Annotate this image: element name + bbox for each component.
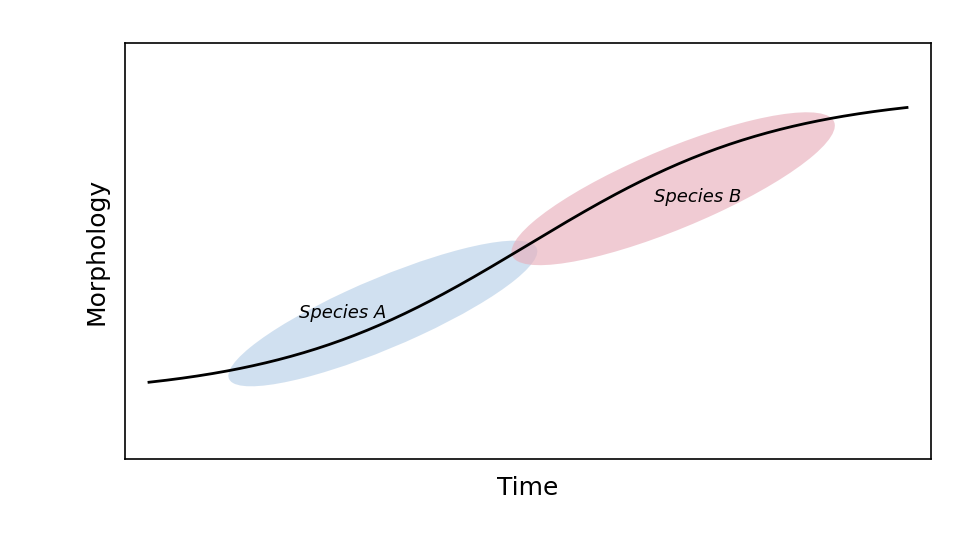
Ellipse shape [512, 112, 835, 265]
Y-axis label: Morphology: Morphology [84, 178, 108, 325]
Ellipse shape [228, 241, 538, 386]
X-axis label: Time: Time [497, 476, 559, 500]
Text: Species A: Species A [299, 305, 386, 322]
Text: Species B: Species B [654, 188, 741, 206]
